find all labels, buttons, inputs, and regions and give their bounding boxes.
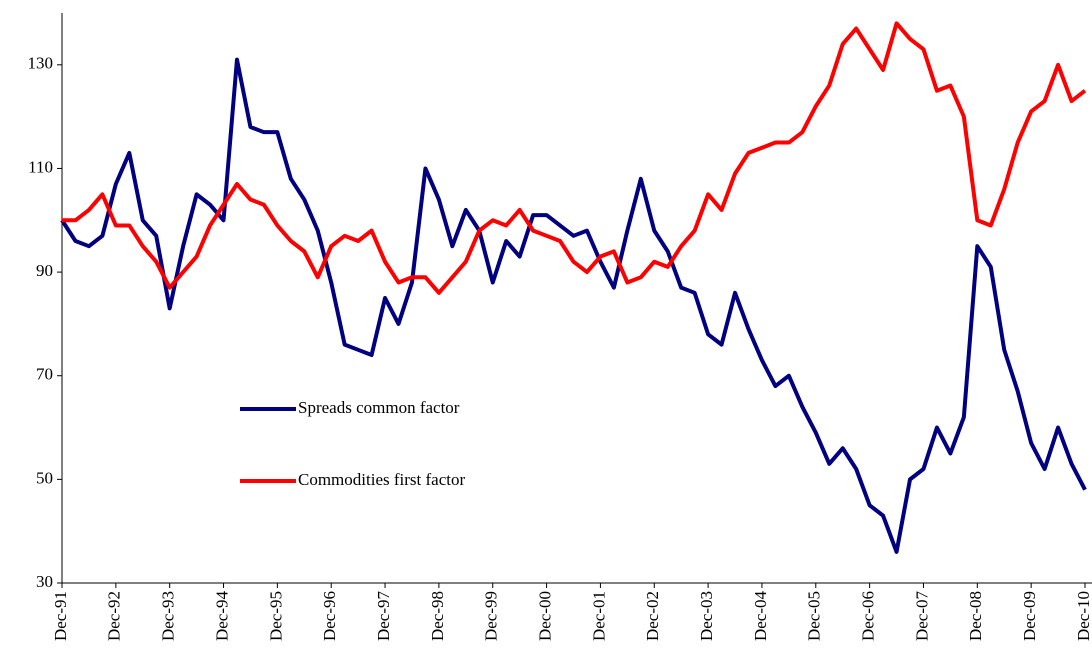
y-tick-label: 30 [36, 572, 53, 591]
x-tick-label: Dec-03 [697, 591, 716, 641]
x-tick-label: Dec-06 [859, 591, 878, 641]
x-tick-label: Dec-08 [966, 591, 985, 641]
x-tick-label: Dec-07 [912, 591, 931, 642]
y-tick-label: 110 [28, 157, 53, 176]
y-tick-label: 50 [36, 468, 53, 487]
x-tick-label: Dec-02 [643, 591, 662, 641]
x-tick-label: Dec-10 [1074, 591, 1092, 641]
y-tick-label: 90 [36, 261, 53, 280]
x-tick-label: Dec-97 [374, 591, 393, 642]
x-tick-label: Dec-94 [212, 591, 231, 642]
x-tick-label: Dec-96 [320, 591, 339, 641]
x-tick-label: Dec-01 [589, 591, 608, 641]
x-tick-label: Dec-05 [805, 591, 824, 641]
x-tick-label: Dec-92 [105, 591, 124, 641]
x-tick-label: Dec-91 [51, 591, 70, 641]
series-line [62, 21, 1087, 295]
x-tick-label: Dec-93 [159, 591, 178, 641]
x-tick-label: Dec-00 [535, 591, 554, 641]
x-tick-label: Dec-95 [266, 591, 285, 641]
legend-label: Commodities first factor [298, 470, 465, 489]
legend-label: Spreads common factor [298, 398, 460, 417]
series-line [60, 57, 1087, 554]
x-tick-label: Dec-98 [428, 591, 447, 641]
x-tick-label: Dec-09 [1020, 591, 1039, 641]
x-tick-label: Dec-99 [482, 591, 501, 641]
x-tick-label: Dec-04 [751, 591, 770, 642]
y-tick-label: 130 [28, 54, 54, 73]
y-tick-label: 70 [36, 365, 53, 384]
